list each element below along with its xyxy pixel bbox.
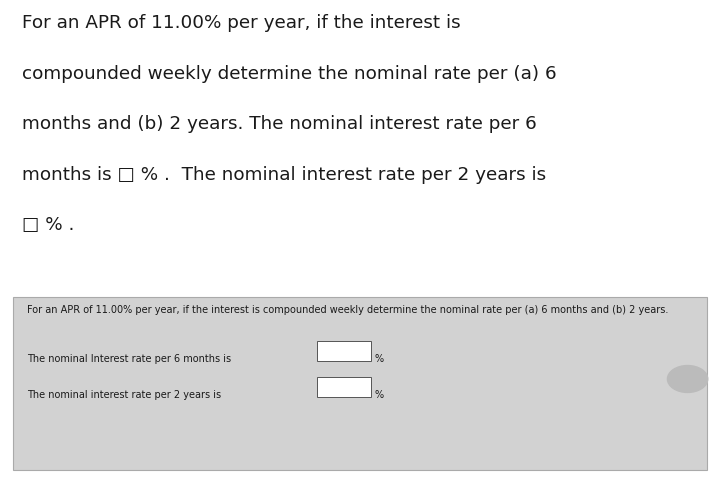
Circle shape: [667, 366, 708, 393]
Text: compounded weekly determine the nominal rate per (a) 6: compounded weekly determine the nominal …: [22, 65, 557, 83]
Text: The nominal interest rate per 2 years is: The nominal interest rate per 2 years is: [27, 389, 222, 399]
Text: The nominal Interest rate per 6 months is: The nominal Interest rate per 6 months i…: [27, 353, 232, 363]
FancyBboxPatch shape: [13, 298, 707, 470]
FancyBboxPatch shape: [317, 377, 371, 397]
Text: %: %: [374, 353, 384, 363]
Text: %: %: [374, 389, 384, 399]
FancyBboxPatch shape: [317, 341, 371, 361]
Text: For an APR of 11.00% per year, if the interest is: For an APR of 11.00% per year, if the in…: [22, 14, 460, 32]
Text: months and (b) 2 years. The nominal interest rate per 6: months and (b) 2 years. The nominal inte…: [22, 115, 536, 133]
Text: months is □ % .  The nominal interest rate per 2 years is: months is □ % . The nominal interest rat…: [22, 166, 546, 183]
Text: For an APR of 11.00% per year, if the interest is compounded weekly determine th: For an APR of 11.00% per year, if the in…: [27, 305, 669, 315]
Text: □ % .: □ % .: [22, 216, 74, 234]
